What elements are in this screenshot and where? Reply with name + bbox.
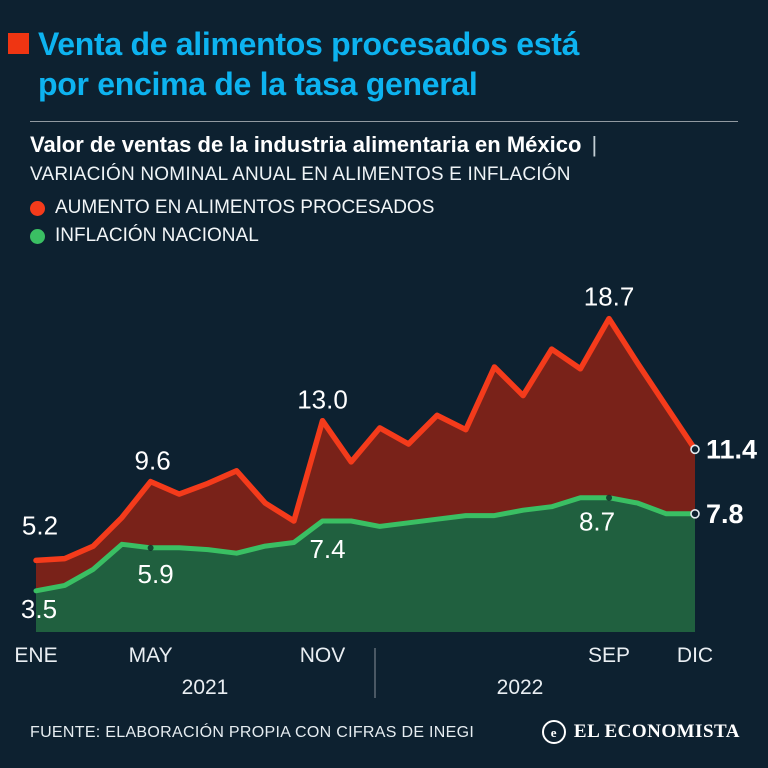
annotation-point-marker <box>606 494 613 501</box>
el-economista-logo-icon: e <box>541 720 566 744</box>
header-divider <box>30 121 738 122</box>
page-title: Venta de alimentos procesados está por e… <box>38 24 579 104</box>
year-label: 2021 <box>182 676 229 699</box>
data-label: 18.7 <box>584 282 635 312</box>
data-label: 8.7 <box>579 507 615 537</box>
year-label: 2022 <box>497 676 544 699</box>
red-endpoint-marker <box>690 444 700 455</box>
x-axis-tick-label: SEP <box>588 644 630 667</box>
data-label: 5.2 <box>22 510 58 540</box>
data-label: 13.0 <box>297 385 348 415</box>
chart-subheading: VARIACIÓN NOMINAL ANUAL EN ALIMENTOS E I… <box>30 164 571 185</box>
legend-item-processed-foods: AUMENTO EN ALIMENTOS PROCESADOS <box>30 194 434 222</box>
brand-logo: e EL ECONOMISTA <box>541 720 740 744</box>
x-axis-tick-label: DIC <box>677 644 713 667</box>
red-dot-icon <box>30 200 45 216</box>
accent-square <box>8 33 29 54</box>
brand-name: EL ECONOMISTA <box>573 721 740 742</box>
x-axis-tick-label: ENE <box>14 644 57 667</box>
data-label: 3.5 <box>21 594 57 624</box>
page-title-line1: Venta de alimentos procesados está <box>38 26 580 62</box>
data-label: 7.4 <box>309 534 345 564</box>
data-label: 11.4 <box>706 434 757 464</box>
legend: AUMENTO EN ALIMENTOS PROCESADOS INFLACIÓ… <box>30 194 434 250</box>
source-note: FUENTE: ELABORACIÓN PROPIA CON CIFRAS DE… <box>30 724 475 741</box>
subtitle-separator: | <box>591 132 598 157</box>
green-series-line <box>33 495 698 594</box>
legend-item-national-inflation: INFLACIÓN NACIONAL <box>30 222 434 250</box>
red-series-line <box>33 315 698 564</box>
chart-subtitle: Valor de ventas de la industria alimenta… <box>30 132 597 158</box>
page-title-line2: por encima de la tasa general <box>38 66 478 102</box>
data-label: 5.9 <box>138 559 174 589</box>
legend-label-processed-foods: AUMENTO EN ALIMENTOS PROCESADOS <box>55 197 435 218</box>
annotation-point-marker <box>147 544 154 551</box>
green-dot-icon <box>30 228 45 244</box>
chart-subtitle-text: Valor de ventas de la industria alimenta… <box>30 132 582 157</box>
x-axis-tick-label: NOV <box>300 644 346 667</box>
green-series-area <box>36 497 695 632</box>
x-axis-tick-label: MAY <box>129 644 173 667</box>
data-label: 9.6 <box>135 446 171 476</box>
green-endpoint-marker <box>690 509 700 519</box>
data-label: 7.8 <box>706 499 744 529</box>
legend-label-national-inflation: INFLACIÓN NACIONAL <box>55 225 259 246</box>
